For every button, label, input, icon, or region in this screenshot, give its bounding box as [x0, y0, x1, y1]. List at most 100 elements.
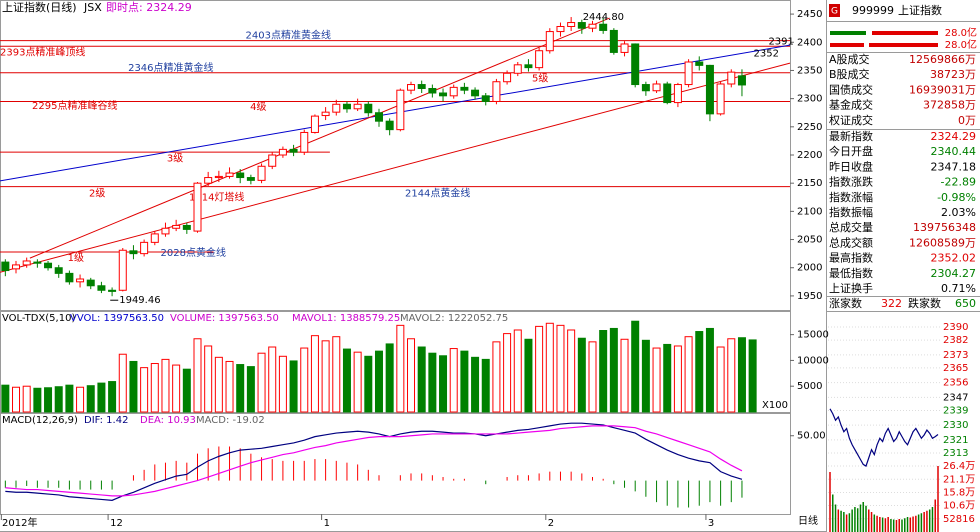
- row-label: 总成交额: [829, 235, 873, 249]
- volume-bar: [599, 330, 608, 413]
- candle-body: [321, 111, 330, 117]
- volume-bar: [545, 322, 554, 413]
- candle-body: [54, 267, 63, 274]
- candle-body: [172, 224, 181, 229]
- row-label: 最高指数: [829, 251, 873, 265]
- macd-pane: [0, 413, 791, 515]
- row-label: 基金成交: [829, 98, 873, 112]
- candle-body: [76, 278, 85, 283]
- volume-bar: [513, 329, 522, 413]
- annotation: 2144点黄金线: [405, 186, 470, 199]
- candle-body: [289, 148, 298, 153]
- y2-tick-label: 10.6万: [943, 501, 975, 512]
- legend-item: VOL-TDX(5,10): [2, 313, 75, 324]
- legend-item: VOLUME: 1397563.50: [170, 313, 279, 324]
- candle-body: [278, 148, 287, 156]
- annotation: 5级: [532, 72, 548, 84]
- candle-body: [567, 22, 576, 27]
- y-tick-label: 2373: [943, 350, 968, 361]
- volume-bar: [695, 331, 704, 413]
- volume-bar: [161, 358, 170, 413]
- value-annotation: 2352: [754, 48, 779, 59]
- candle-body: [65, 272, 74, 283]
- volume-bar: [396, 324, 405, 413]
- volume-bar: [577, 337, 586, 413]
- row-value: 16939031万: [909, 83, 976, 96]
- y-tick-label: 10000: [797, 355, 829, 366]
- volume-bar: [86, 385, 95, 413]
- unit-label: X100: [762, 400, 788, 411]
- volume-bar: [439, 355, 448, 413]
- volume-bar: [97, 382, 106, 413]
- volume-bar: [118, 353, 127, 413]
- volume-bar: [556, 324, 565, 413]
- candle-body: [556, 25, 565, 33]
- volume-bar: [631, 320, 640, 413]
- y-tick-label: 2100: [797, 206, 822, 217]
- row-value: 2.03%: [941, 206, 976, 219]
- volume-bar: [481, 358, 490, 413]
- volume-bar: [44, 387, 53, 413]
- ratio-bar: [872, 31, 938, 35]
- candle-body: [460, 86, 469, 91]
- candle-body: [545, 31, 554, 52]
- volume-bar: [364, 355, 373, 413]
- badge-box: [829, 4, 840, 17]
- y-tick-label: 2339: [943, 405, 968, 416]
- candle-body: [300, 131, 309, 153]
- volume-bar: [641, 339, 650, 413]
- candle-body: [641, 84, 650, 92]
- volume-bar: [108, 381, 117, 413]
- row-value: 12569866万: [909, 53, 976, 66]
- candle-body: [374, 112, 383, 122]
- y-tick-label: 2347: [943, 392, 968, 403]
- volume-bar: [310, 335, 319, 413]
- y-tick-label: 2300: [797, 94, 822, 105]
- row-value: 2352.02: [931, 252, 977, 265]
- volume-bar: [268, 346, 277, 413]
- annotation: 2403点精准黄金线: [246, 29, 331, 42]
- volume-bar: [1, 384, 10, 413]
- volume-bar: [33, 387, 42, 413]
- candle-body: [182, 224, 191, 230]
- candle-body: [140, 241, 149, 255]
- legend-item: MAVOL2: 1222052.75: [400, 313, 508, 324]
- y2-tick-label: 26.4万: [943, 461, 975, 472]
- annotation: 2295点精准峰谷线: [32, 99, 117, 112]
- candle-body: [407, 84, 416, 91]
- candle-body: [396, 89, 405, 131]
- volume-bar: [236, 364, 245, 413]
- row-label: 指数涨幅: [829, 190, 873, 204]
- volume-bar: [150, 363, 159, 413]
- badge: G: [831, 7, 838, 17]
- y-tick-label: 2321: [943, 435, 968, 446]
- row-value: -22.89: [941, 176, 976, 189]
- candle-body: [716, 83, 725, 115]
- y-tick-label: 2365: [943, 363, 968, 374]
- candle-body: [684, 61, 693, 86]
- volume-bar: [737, 337, 746, 413]
- row-value: 2304.27: [931, 267, 977, 280]
- volume-bar: [716, 346, 725, 413]
- y-tick-label: 5000: [797, 381, 822, 392]
- y-tick-label: 2200: [797, 150, 822, 161]
- candle-body: [577, 22, 586, 29]
- annotation: 4级: [250, 101, 266, 113]
- advance-label: 涨家数: [829, 296, 862, 310]
- advance-count: 322: [881, 297, 902, 310]
- candle-body: [417, 84, 426, 89]
- legend-item: VVOL: 1397563.50: [70, 313, 164, 324]
- bar-label: 28.0亿: [945, 38, 977, 51]
- y-tick-label: 2382: [943, 335, 968, 346]
- candle-body: [150, 233, 159, 243]
- row-label: 总成交量: [829, 220, 873, 234]
- candle-body: [513, 64, 522, 74]
- candle-body: [588, 23, 597, 29]
- row-label: 最新指数: [829, 129, 873, 143]
- row-value: 12608589万: [909, 236, 976, 249]
- candle-body: [737, 75, 746, 86]
- row-label: 最低指数: [829, 266, 873, 280]
- candle-body: [236, 172, 245, 179]
- y-tick-label: 1950: [797, 291, 822, 302]
